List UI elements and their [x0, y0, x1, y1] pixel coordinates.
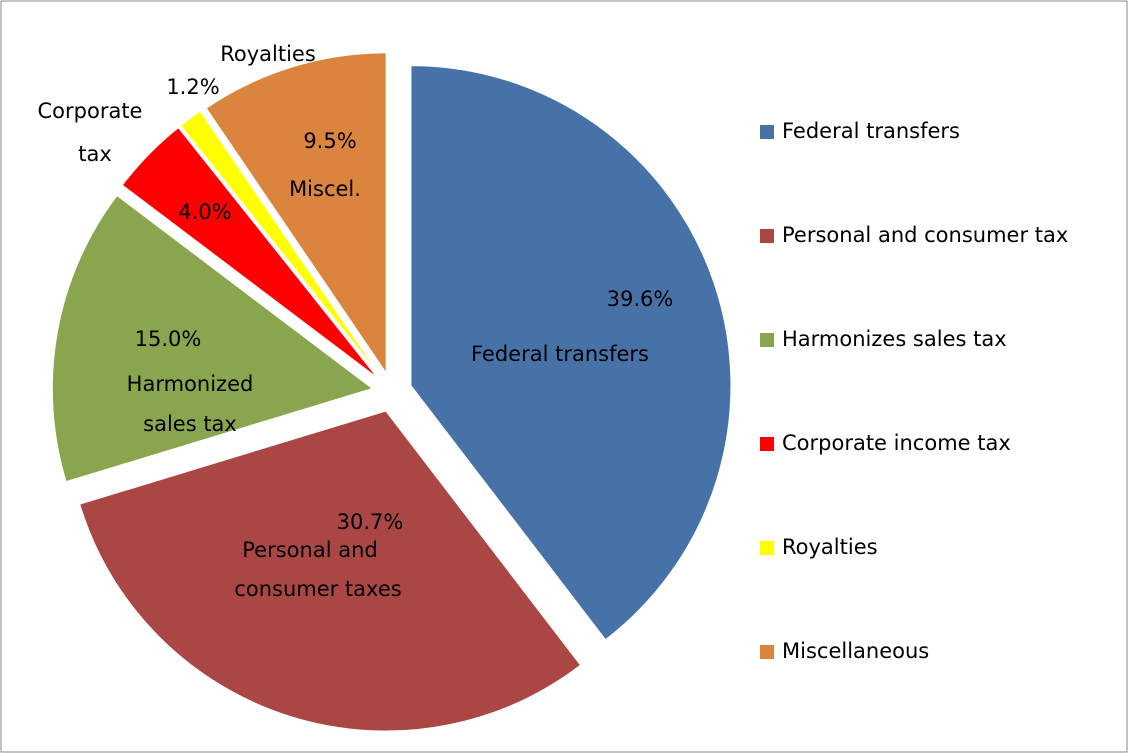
- legend-swatch: [760, 333, 774, 347]
- slice-label: Royalties: [220, 42, 316, 66]
- value-label: 1.2%: [166, 75, 219, 99]
- slice-label: Miscel.: [289, 177, 361, 201]
- pie-slice: [180, 110, 381, 377]
- pie-slice: [121, 126, 379, 379]
- slice-label: consumer taxes: [234, 577, 401, 601]
- slice-label: Harmonized: [127, 372, 254, 396]
- value-label: 15.0%: [135, 327, 202, 351]
- legend-swatch: [760, 229, 774, 243]
- legend-label: Personal and consumer tax: [782, 223, 1068, 247]
- legend-label: Federal transfers: [782, 119, 960, 143]
- pie-slice: [205, 52, 387, 375]
- pie-slice: [51, 194, 374, 483]
- value-label: 9.5%: [303, 129, 356, 153]
- slice-label: Federal transfers: [471, 342, 649, 366]
- legend-label: Harmonizes sales tax: [782, 327, 1007, 351]
- legend-swatch: [760, 645, 774, 659]
- pie-slice: [410, 65, 732, 641]
- slice-label: sales tax: [143, 412, 237, 436]
- value-label: 30.7%: [337, 510, 404, 534]
- slice-label: Corporate: [38, 99, 143, 123]
- value-label: 39.6%: [607, 287, 674, 311]
- legend-label: Royalties: [782, 535, 878, 559]
- legend-swatch: [760, 125, 774, 139]
- legend-swatch: [760, 437, 774, 451]
- pie-slice: [79, 410, 582, 732]
- legend-swatch: [760, 541, 774, 555]
- slice-label: Personal and: [242, 538, 377, 562]
- legend-label: Miscellaneous: [782, 639, 929, 663]
- value-label: 4.0%: [178, 200, 231, 224]
- legend-label: Corporate income tax: [782, 431, 1011, 455]
- slice-label: tax: [78, 142, 112, 166]
